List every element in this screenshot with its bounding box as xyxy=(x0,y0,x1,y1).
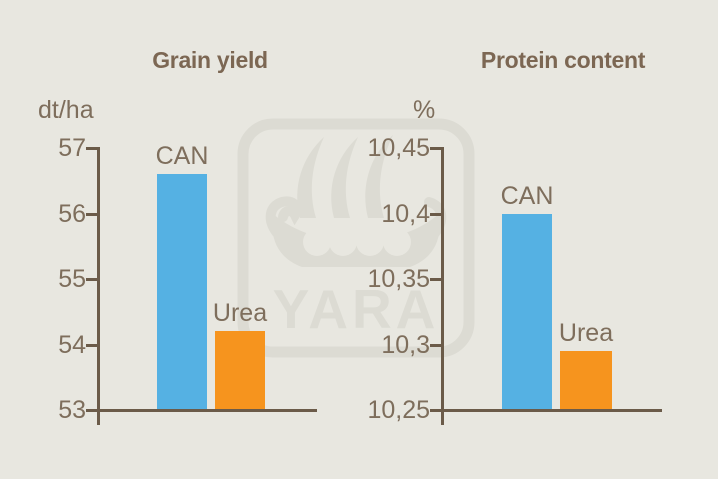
y-tick-label: 57 xyxy=(58,134,86,162)
y-tick-mark xyxy=(86,343,97,347)
y-axis-line xyxy=(441,147,444,425)
bar-label-urea: Urea xyxy=(558,319,614,348)
y-tick-mark xyxy=(430,212,441,216)
sail-icon xyxy=(365,135,393,218)
chart-title: Grain yield xyxy=(152,47,268,73)
bar-label-can: CAN xyxy=(500,181,554,210)
y-tick-mark xyxy=(86,147,97,150)
bar-urea xyxy=(560,351,612,409)
y-tick-label: 53 xyxy=(58,396,86,424)
y-tick-mark xyxy=(86,212,97,216)
bar-label-can: CAN xyxy=(155,142,209,171)
y-tick-mark xyxy=(430,278,441,281)
y-tick-label: 10,3 xyxy=(381,330,430,359)
y-axis-unit-label: dt/ha xyxy=(38,96,94,124)
y-tick-mark xyxy=(86,278,97,281)
y-axis-line xyxy=(97,147,100,425)
y-tick-label: 10,35 xyxy=(367,265,430,293)
y-tick-mark xyxy=(86,409,97,412)
y-tick-label: 10,25 xyxy=(367,396,430,424)
dragon-head-icon xyxy=(265,196,302,238)
bar-can xyxy=(502,213,552,409)
x-axis-line xyxy=(435,409,662,412)
y-tick-mark xyxy=(430,343,441,347)
sail-icon xyxy=(331,137,358,218)
y-tick-label: 10,4 xyxy=(381,199,430,228)
yara-watermark-logo: YARA xyxy=(237,118,475,358)
y-axis-unit-label: % xyxy=(413,96,436,124)
bar-label-urea: Urea xyxy=(212,299,268,328)
y-tick-mark xyxy=(430,409,441,412)
sail-icon xyxy=(297,137,324,218)
y-tick-mark xyxy=(430,147,441,150)
chart-title: Protein content xyxy=(480,47,646,73)
x-axis-line xyxy=(91,409,317,412)
y-tick-label: 55 xyxy=(58,265,86,293)
y-tick-label: 54 xyxy=(58,330,86,359)
watermark-wordmark: YARA xyxy=(273,278,440,340)
bar-can xyxy=(157,174,207,409)
y-tick-label: 10,45 xyxy=(367,134,430,162)
y-tick-label: 56 xyxy=(58,199,86,228)
watermark-frame xyxy=(237,118,475,358)
bar-urea xyxy=(215,331,265,409)
